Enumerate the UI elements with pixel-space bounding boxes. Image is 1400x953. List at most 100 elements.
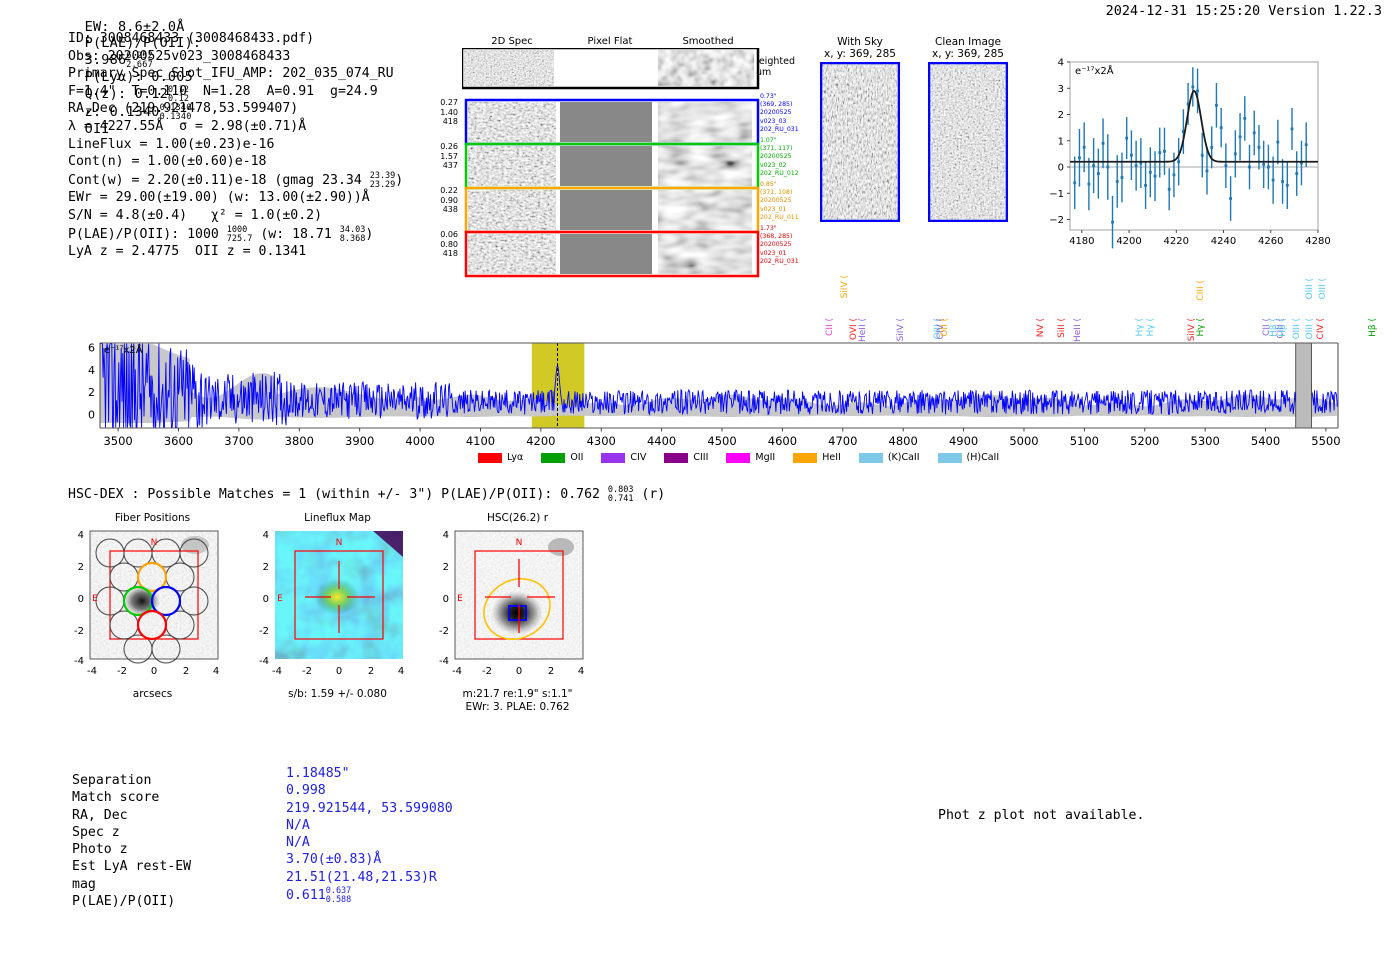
thumb-lineflux-title: Lineflux Map: [304, 512, 371, 524]
svg-text:-2: -2: [482, 666, 492, 677]
spectrum-legend-item-MgII: MgII: [726, 452, 775, 463]
legend-swatch: [858, 452, 883, 463]
match-value-radec: 219.921544, 53.599080: [286, 800, 453, 816]
match-label-plae: P(LAE)/P(OII): [72, 894, 176, 910]
match-label-mag: mag: [72, 876, 96, 892]
spectrum-legend-item-OII: OII: [541, 452, 583, 463]
spec2d-panel-group: 2D Spec Pixel Flat Smoothed Weighted Sum: [440, 36, 799, 281]
match-value-photoz: N/A: [286, 835, 310, 851]
cutout-with-sky-subtitle: x, y: 369, 285: [824, 48, 896, 60]
cutout-clean-image-img: [928, 62, 1008, 222]
spec2d-row-right-labels-1: 0.73" (369, 285) 20200525 v023_03 202_RU…: [760, 93, 799, 133]
svg-text:5100: 5100: [1070, 434, 1099, 448]
match-label-radec: RA, Dec: [72, 807, 128, 823]
svg-text:4000: 4000: [405, 434, 434, 448]
info-line-primary-spec: Primary Spec_Slot_IFU_AMP: 202_035_074_R…: [68, 66, 394, 82]
svg-text:-2: -2: [117, 666, 127, 677]
legend-label: MgII: [755, 452, 776, 463]
header-z-range: 0.1340 0.1340: [159, 103, 192, 122]
svg-text:0: 0: [151, 666, 157, 677]
legend-label: CIII: [693, 452, 709, 463]
spec2d-row-left-labels-3: 0.22 0.90 438: [440, 186, 458, 214]
svg-text:0: 0: [516, 666, 522, 677]
spectrum-legend-item-HCaII: (H)CaII: [937, 452, 1000, 463]
svg-text:6: 6: [88, 341, 95, 354]
cutout-clean-subtitle: x, y: 369, 285: [932, 48, 1004, 60]
svg-text:4: 4: [578, 666, 584, 677]
svg-text:5400: 5400: [1251, 434, 1280, 448]
svg-text:4400: 4400: [647, 434, 676, 448]
header-plae-label: P(LAE)/P(OII):: [84, 35, 202, 51]
match-value-separation: 1.18485": [286, 766, 350, 781]
cutout-with-sky-title: With Sky: [837, 36, 883, 48]
legend-swatch: [664, 452, 689, 463]
svg-text:-4: -4: [87, 666, 97, 677]
legend-swatch: [793, 452, 818, 463]
svg-text:5300: 5300: [1191, 434, 1220, 448]
svg-text:4180: 4180: [1069, 236, 1094, 247]
svg-text:-2: -2: [302, 666, 312, 677]
svg-text:4: 4: [88, 364, 95, 377]
svg-text:3: 3: [1058, 84, 1064, 95]
legend-label: Lyα: [507, 452, 524, 463]
spec2d-image-stack: [462, 48, 760, 278]
svg-text:N: N: [516, 538, 523, 548]
legend-label: HeII: [822, 452, 841, 463]
svg-text:4: 4: [213, 666, 219, 677]
spectrum-legend-item-CIV: CIV: [601, 452, 646, 463]
match-label-specz: Spec z: [72, 824, 120, 840]
match-value-mag: 21.51(21.48,21.53)R: [286, 869, 437, 885]
spec2d-col-title-smoothed: Smoothed: [682, 36, 734, 47]
emission-line-fit-plot: −2 −1 0 1 2 3 4 4180 4200 4220 4240 4260 4280 e⁻¹⁷x2Å: [1049, 58, 1330, 249]
svg-text:E: E: [92, 594, 98, 604]
svg-text:-4: -4: [272, 666, 282, 677]
svg-text:4: 4: [263, 530, 269, 541]
svg-text:2: 2: [1058, 110, 1064, 121]
thumb-lineflux-caption: s/b: 1.59 +/- 0.080: [288, 688, 387, 700]
thumb-hsc-caption2: EWr: 3. PLAE: 0.762: [465, 701, 570, 713]
match-value-specz: N/A: [286, 817, 310, 833]
svg-text:2: 2: [443, 562, 449, 573]
cutout-with-sky-image: [820, 62, 900, 222]
svg-text:5000: 5000: [1009, 434, 1038, 448]
cutout-clean-title: Clean Image: [934, 36, 1002, 48]
legend-label: (H)CaII: [966, 452, 1000, 463]
svg-text:2: 2: [78, 562, 84, 573]
svg-text:4220: 4220: [1164, 236, 1189, 247]
svg-text:4500: 4500: [707, 434, 736, 448]
match-value-plae: 0.611 0.637 0.588: [286, 886, 352, 906]
legend-swatch: [726, 452, 751, 463]
header-summary: EW: 8.6±2.0Å P(LAE)/P(OII): 3.986 6.252 2.…: [68, 3, 201, 137]
thumbnail-fiber-positions: Fiber Positions: [60, 512, 245, 701]
svg-text:N: N: [336, 538, 343, 548]
spectrum-legend-item-CIII: CIII: [664, 452, 708, 463]
svg-text:4: 4: [1058, 58, 1064, 69]
cutout-with-sky: With Sky x, y: 369, 285: [820, 36, 900, 222]
svg-text:4800: 4800: [889, 434, 918, 448]
header-ew: EW: 8.6±2.0Å: [84, 19, 185, 35]
svg-text:2: 2: [368, 666, 374, 677]
svg-text:0: 0: [78, 594, 84, 605]
svg-text:4200: 4200: [1116, 236, 1141, 247]
legend-swatch: [937, 452, 962, 463]
header-qz-label: Q(z): 0.12: [84, 86, 168, 102]
full-spectrum-plot: 0 2 4 6 3500 3600 3700 3800 3900 4000 4100 4200 4300…: [88, 341, 1341, 448]
spectrum-legend-item-KCaII: (K)CaII: [858, 452, 920, 463]
svg-text:e⁻¹⁷x2Å: e⁻¹⁷x2Å: [1075, 64, 1114, 77]
svg-text:4700: 4700: [828, 434, 857, 448]
thumb-lineflux-image: N E 4 2 0 -2 -4 -4 -2 0 2 4: [259, 530, 404, 677]
svg-text:4300: 4300: [587, 434, 616, 448]
spec2d-weighted-sum-label: Weighted Sum: [750, 56, 795, 78]
spec2d-row-left-labels-2: 0.26 1.57 437: [440, 142, 458, 170]
header-qz-range: 0.12 0.12: [167, 85, 190, 104]
hsc-plae-range: 0.803 0.741: [607, 485, 634, 504]
legend-label: OII: [570, 452, 584, 463]
spec2d-row-left-labels-4: 0.06 0.80 418: [440, 230, 458, 258]
svg-text:2: 2: [263, 562, 269, 573]
legend-swatch: [601, 452, 626, 463]
svg-text:−2: −2: [1049, 215, 1064, 226]
info-line-sn: S/N = 4.8(±0.4) χ² = 1.0(±0.2): [68, 207, 323, 223]
svg-text:0: 0: [263, 594, 269, 605]
svg-text:N: N: [151, 538, 158, 548]
svg-text:-4: -4: [439, 656, 449, 667]
